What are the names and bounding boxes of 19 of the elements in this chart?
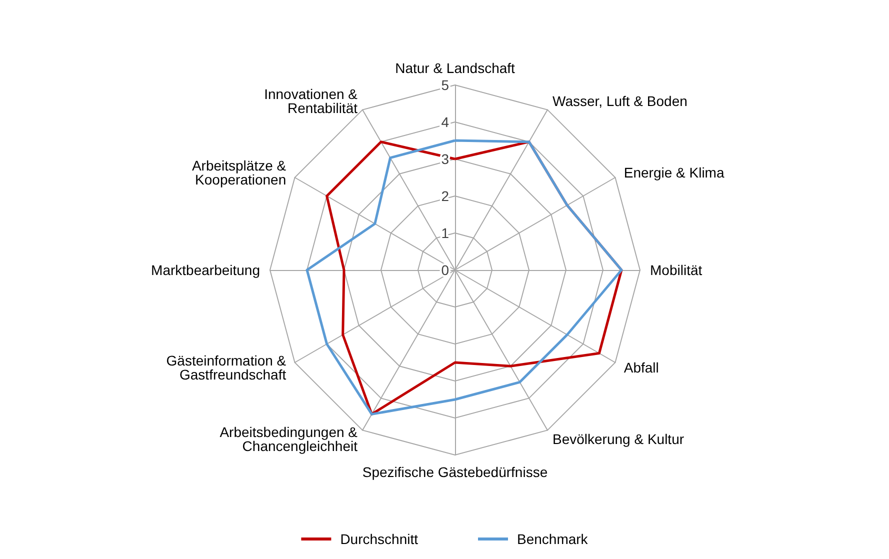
spoke-label: Natur & Landschaft xyxy=(395,60,516,76)
spoke-label: Gästeinformation & Gastfreundschaft xyxy=(166,352,287,382)
spoke-label: Arbeitsplätze & Kooperationen xyxy=(192,158,287,188)
spoke-label: Arbeitsbedingungen & Chancengleichheit xyxy=(220,424,358,454)
spoke-label: Spezifische Gästebedürfnisse xyxy=(362,464,548,480)
y-tick-label: 5 xyxy=(441,77,450,93)
legend-label: Durchschnitt xyxy=(340,531,418,547)
y-tick-label: 2 xyxy=(441,188,450,204)
legend-label: Benchmark xyxy=(517,531,589,547)
spoke-label: Innovationen & Rentabilität xyxy=(264,86,358,116)
spoke-label: Bevölkerung & Kultur xyxy=(552,430,684,447)
y-tick-label: 4 xyxy=(441,114,450,130)
spoke-label: Mobilität xyxy=(650,262,702,278)
spoke-label: Abfall xyxy=(624,360,659,376)
spoke-label: Marktbearbeitung xyxy=(151,262,260,278)
spoke-label: Energie & Klima xyxy=(624,164,724,180)
spoke-label: Wasser, Luft & Boden xyxy=(552,93,688,110)
y-tick-label: 1 xyxy=(441,225,450,241)
y-tick-label: 0 xyxy=(441,262,450,278)
